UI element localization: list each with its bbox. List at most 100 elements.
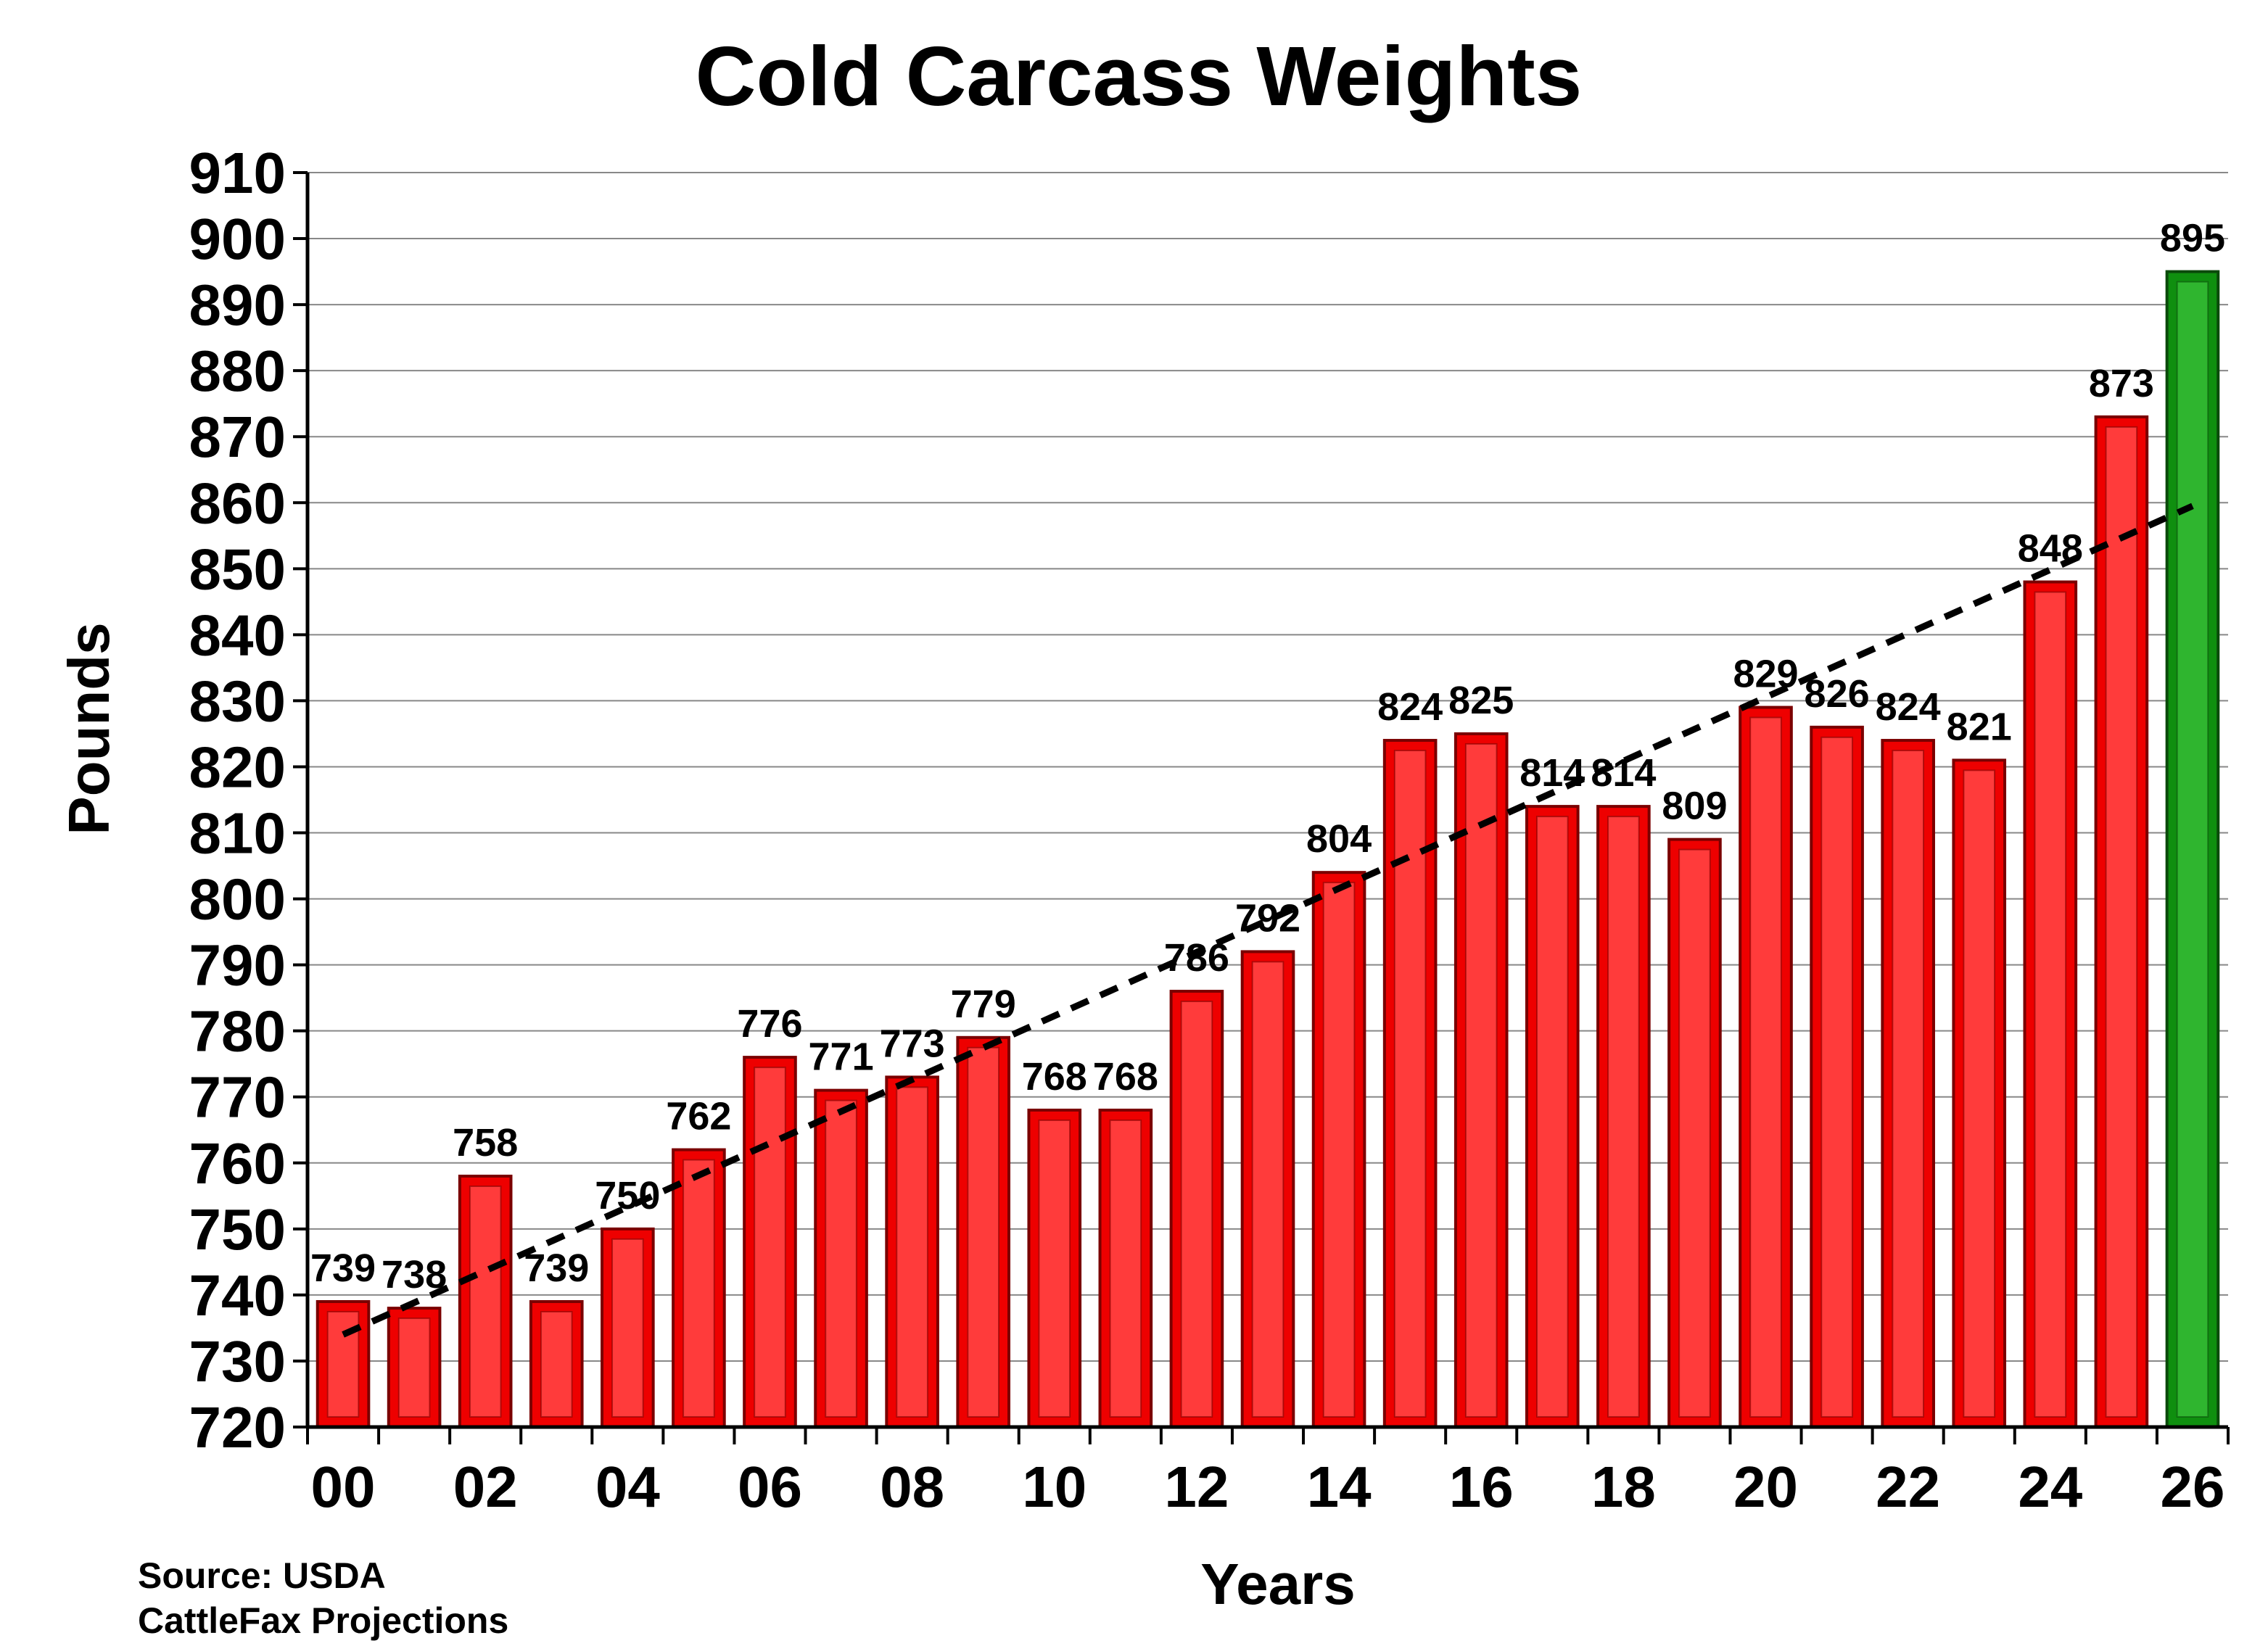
data-label: 762	[666, 1095, 731, 1138]
bar	[1525, 805, 1580, 1428]
bar-highlight	[2034, 591, 2067, 1418]
data-label: 779	[951, 983, 1016, 1026]
y-tick-labels: 7207307407507607707807908008108208308408…	[189, 141, 286, 1460]
y-tick-label: 900	[189, 207, 286, 271]
data-label: 776	[737, 1002, 802, 1046]
x-tick-label: 24	[2018, 1455, 2082, 1519]
data-label: 873	[2089, 362, 2154, 405]
data-label: 758	[453, 1121, 518, 1165]
bar	[1453, 732, 1509, 1428]
data-label: 814	[1591, 751, 1656, 795]
bar	[1169, 990, 1224, 1428]
data-label: 792	[1235, 896, 1300, 940]
bar-highlight	[1678, 848, 1711, 1418]
bar	[1240, 950, 1295, 1428]
bar-highlight	[1180, 1001, 1213, 1418]
bar-highlight	[540, 1311, 573, 1418]
x-tick-label: 06	[738, 1455, 802, 1519]
data-label: 804	[1306, 817, 1372, 861]
y-tick-label: 780	[189, 999, 286, 1064]
bar-highlight	[2105, 426, 2138, 1418]
x-tick-label: 16	[1449, 1455, 1514, 1519]
x-tick-label: 14	[1307, 1455, 1372, 1519]
x-tick-label: 20	[1733, 1455, 1798, 1519]
data-label: 895	[2160, 217, 2225, 260]
data-label: 738	[382, 1253, 447, 1296]
bar	[529, 1300, 584, 1428]
bar-highlight	[469, 1186, 502, 1418]
bar-highlight	[611, 1238, 644, 1418]
data-label: 773	[880, 1022, 945, 1065]
bar	[743, 1056, 797, 1428]
y-tick-label: 740	[189, 1263, 286, 1328]
data-label: 829	[1733, 653, 1798, 696]
bar	[316, 1300, 371, 1428]
data-label: 814	[1519, 751, 1585, 795]
data-label: 771	[809, 1035, 874, 1079]
x-tick-labels: 00 02 04 06 08 10 12 14 16 18 20 22 24 26	[311, 1455, 2225, 1519]
y-tick-label: 820	[189, 735, 286, 799]
bar-highlight	[754, 1067, 786, 1418]
y-tick-label: 870	[189, 405, 286, 469]
bar-highlight	[825, 1099, 857, 1418]
x-tick-label: 02	[453, 1455, 518, 1519]
bar	[1810, 725, 1864, 1428]
bar	[1739, 706, 1793, 1428]
bar-highlight	[1607, 816, 1640, 1418]
data-label: 750	[595, 1174, 660, 1217]
bar-highlight	[1464, 743, 1498, 1418]
data-label: 826	[1805, 672, 1870, 716]
y-tick-label: 830	[189, 669, 286, 733]
bar-highlight	[1322, 882, 1356, 1418]
bar	[672, 1148, 726, 1429]
x-tick-label: 04	[595, 1455, 660, 1519]
y-tick-label: 890	[189, 273, 286, 337]
x-tick-label: 08	[880, 1455, 944, 1519]
data-label: 821	[1947, 705, 2012, 748]
bar-highlight	[1749, 716, 1782, 1418]
y-tick-label: 910	[189, 141, 286, 205]
y-tick-label: 770	[189, 1065, 286, 1130]
axes	[293, 171, 2230, 1444]
data-label: 768	[1093, 1055, 1158, 1099]
x-tick-label: 12	[1164, 1455, 1229, 1519]
bar-highlight	[1038, 1119, 1071, 1418]
bar	[885, 1075, 939, 1428]
source-line-2: CattleFax Projections	[138, 1600, 508, 1641]
data-label: 809	[1662, 785, 1727, 828]
y-tick-label: 750	[189, 1197, 286, 1262]
bar	[387, 1307, 442, 1428]
data-label: 825	[1448, 679, 1514, 722]
x-tick-label: 22	[1876, 1455, 1940, 1519]
bar-highlight	[1963, 769, 1996, 1418]
data-label: 739	[524, 1246, 589, 1290]
x-tick-label: 10	[1022, 1455, 1086, 1519]
bar	[1098, 1108, 1153, 1429]
bar	[1027, 1108, 1082, 1429]
bar	[458, 1175, 513, 1428]
source-line-1: Source: USDA	[138, 1555, 386, 1596]
bar-highlight	[967, 1046, 1000, 1418]
bar	[1881, 739, 1935, 1428]
bar-highlight	[1820, 736, 1853, 1418]
y-tick-label: 800	[189, 867, 286, 932]
bar-highlight	[1535, 816, 1569, 1418]
data-label: 768	[1022, 1055, 1087, 1099]
bar	[1382, 739, 1438, 1428]
y-tick-label: 790	[189, 933, 286, 998]
bar-highlight	[896, 1086, 928, 1418]
bar	[1311, 871, 1366, 1428]
y-tick-label: 880	[189, 339, 286, 403]
y-tick-label: 730	[189, 1329, 286, 1394]
data-label: 786	[1164, 936, 1229, 980]
data-label: 848	[2018, 527, 2083, 571]
gridlines	[308, 172, 2228, 1362]
y-axis-label: Pounds	[57, 622, 121, 835]
y-tick-label: 860	[189, 471, 286, 535]
trendline-layer	[342, 503, 2194, 1338]
y-tick-label: 720	[189, 1395, 286, 1460]
bar	[601, 1227, 655, 1429]
bar	[814, 1088, 868, 1428]
trendline	[342, 503, 2194, 1338]
